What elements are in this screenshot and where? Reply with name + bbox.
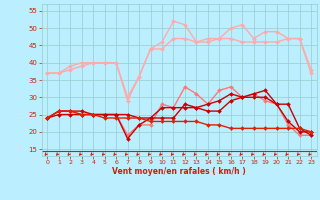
X-axis label: Vent moyen/en rafales ( km/h ): Vent moyen/en rafales ( km/h ) [112,167,246,176]
